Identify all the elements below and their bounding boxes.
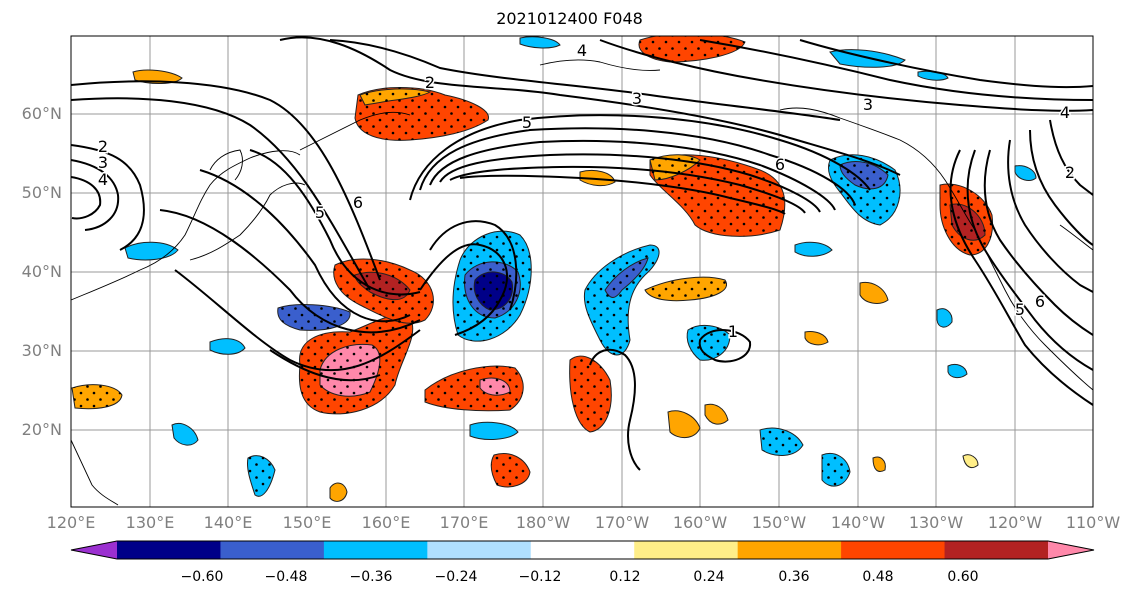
lat-label: 20°N [21,420,62,439]
contour-label: 6 [353,193,363,212]
colorbar-extend-max [1048,541,1094,559]
contour-label: 3 [632,89,642,108]
lon-label: 150°E [282,513,332,532]
lon-label: 110°W [1065,513,1121,532]
lat-label: 40°N [21,262,62,281]
contour-label: 6 [775,155,785,174]
colorbar-segment [530,541,635,559]
contour-label: 5 [522,113,532,132]
colorbar-segment [944,541,1049,559]
colorbar-tick-label: −0.12 [518,569,562,585]
lat-label: 50°N [21,183,62,202]
colorbar-tick-label: −0.24 [434,569,478,585]
lon-label: 170°E [439,513,489,532]
colorbar-segment [220,541,325,559]
contour-labels: 2 3 4 5 6 2 3 4 5 6 1 2 3 4 5 6 [96,40,1076,343]
graticule [71,36,1093,507]
lon-label: 180°W [515,513,571,532]
lon-label: 170°W [594,513,650,532]
colorbar-tick-label: 0.60 [947,569,979,585]
colorbar-segment [737,541,842,559]
lon-label: 140°W [830,513,886,532]
contour-label: 3 [98,153,108,172]
map-title: 2021012400 F048 [496,9,643,28]
lon-label: 130°E [125,513,175,532]
contour-label: 2 [98,137,108,156]
colorbar-tick-label: 0.36 [778,569,810,585]
contour-label: 2 [425,73,435,92]
lon-label: 160°E [361,513,411,532]
lon-label: 120°E [46,513,96,532]
map-frame [70,35,1094,508]
colorbar-tick-label: 0.48 [862,569,894,585]
colorbar [70,540,1095,560]
colorbar-tick-label: 0.24 [693,569,725,585]
colorbar-tick-label: −0.48 [264,569,308,585]
contour-label: 6 [1035,292,1045,311]
contour-label: 1 [728,322,738,341]
lon-label: 150°W [751,513,807,532]
lon-label: 140°E [203,513,253,532]
colorbar-tick-label: −0.36 [349,569,393,585]
height-contours [71,36,1093,471]
colorbar-extend-min [71,541,117,559]
significance-stippling [72,36,993,497]
contour-label: 2 [1065,163,1075,182]
colorbar-outline [70,540,1095,560]
lat-label: 30°N [21,341,62,360]
lon-label: 160°W [672,513,728,532]
colorbar-segment [323,541,428,559]
colorbar-tick-label: 0.12 [609,569,641,585]
contour-label: 4 [98,170,108,189]
colorbar-tick-label: −0.60 [180,569,224,585]
lon-label: 120°W [987,513,1043,532]
contour-label: 5 [1015,300,1025,319]
contour-label: 5 [315,203,325,222]
contour-label: 3 [863,95,873,114]
colorbar-segment [841,541,946,559]
anomaly-shading [71,36,1037,502]
colorbar-segment [117,541,221,559]
lat-label: 60°N [21,104,62,123]
lon-label: 130°W [908,513,964,532]
contour-label: 4 [577,41,587,60]
coastlines [71,59,1093,506]
colorbar-segment [427,541,532,559]
colorbar-segment [634,541,739,559]
contour-label: 4 [1060,103,1070,122]
